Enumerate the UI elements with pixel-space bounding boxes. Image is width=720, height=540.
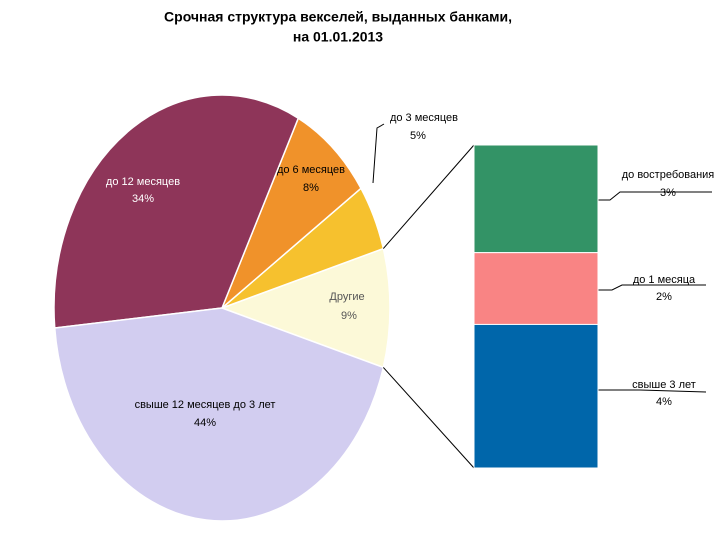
slice-label: Другие bbox=[329, 291, 364, 303]
slice-value-label: 5% bbox=[410, 130, 426, 142]
leader-line bbox=[598, 191, 712, 201]
pie-slice bbox=[53, 307, 385, 522]
slice-label: до 6 месяцев bbox=[277, 164, 345, 176]
slice-value-label: 44% bbox=[194, 417, 216, 429]
leader-line bbox=[598, 284, 706, 291]
slice-label: до 12 месяцев bbox=[106, 176, 180, 188]
pie-slice bbox=[221, 117, 362, 309]
segment-value-label: 4% bbox=[656, 396, 672, 408]
chart-title: на 01.01.2013 bbox=[293, 29, 383, 45]
slice-label: до 3 месяцев bbox=[390, 112, 458, 124]
slice-value-label: 9% bbox=[341, 310, 357, 322]
pie-slice bbox=[219, 247, 391, 369]
bar-segment bbox=[473, 323, 599, 469]
connector-line bbox=[382, 144, 475, 249]
bar-segment bbox=[473, 252, 599, 325]
segment-label: свыше 3 лет bbox=[632, 379, 696, 391]
slice-label: свыше 12 месяцев до 3 лет bbox=[135, 399, 276, 411]
bar-segment bbox=[473, 144, 599, 254]
pie-slice bbox=[53, 94, 300, 329]
segment-value-label: 3% bbox=[660, 187, 676, 199]
segment-label: до востребования bbox=[622, 169, 715, 181]
leader-line bbox=[372, 123, 385, 184]
chart-title: Срочная структура векселей, выданных бан… bbox=[164, 9, 512, 25]
segment-value-label: 2% bbox=[656, 291, 672, 303]
slice-value-label: 8% bbox=[303, 182, 319, 194]
slice-value-label: 34% bbox=[132, 193, 154, 205]
segment-label: до 1 месяца bbox=[633, 274, 696, 286]
leader-line bbox=[598, 389, 707, 393]
connector-line bbox=[382, 367, 475, 469]
